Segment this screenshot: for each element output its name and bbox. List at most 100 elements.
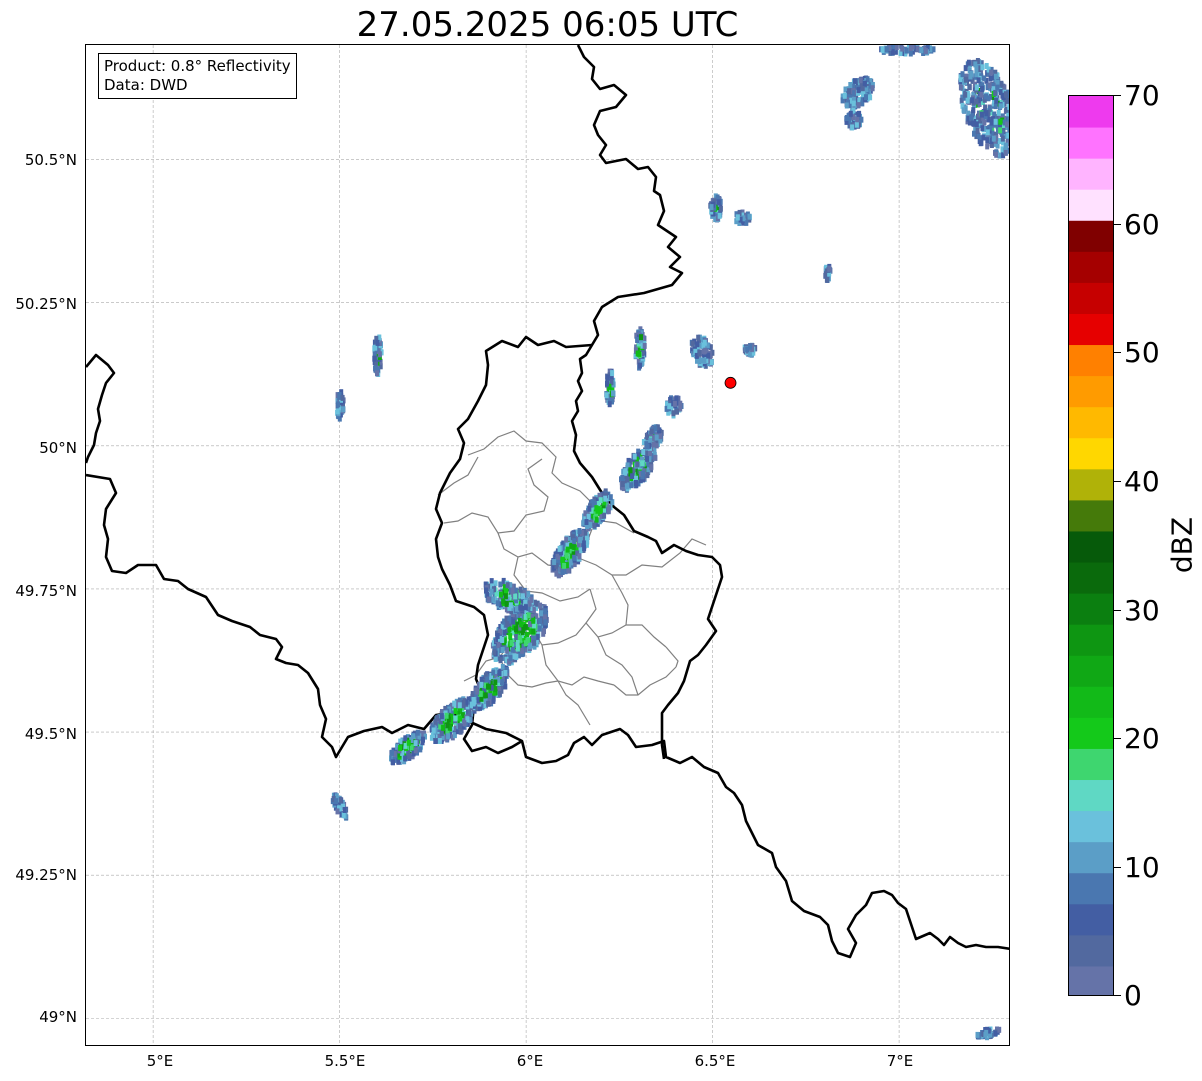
echo-cell: [640, 456, 645, 463]
colorbar-segment-4: [1069, 841, 1113, 874]
echo-cell: [908, 50, 913, 57]
echo-cell: [398, 745, 403, 752]
echo-cell: [574, 544, 579, 551]
echo-cell: [638, 477, 643, 483]
echo-cell: [639, 338, 644, 345]
echo-cell: [744, 219, 749, 226]
echo-cell: [373, 365, 378, 372]
echo-cell: [504, 606, 509, 613]
echo-cell: [518, 624, 523, 631]
echo-cell: [535, 624, 540, 631]
echo-cell: [571, 544, 576, 550]
colorbar-segment-6: [1069, 779, 1113, 812]
reflectivity-echoes: [330, 45, 1009, 1041]
echo-cell: [532, 639, 536, 646]
echo-cell: [485, 592, 490, 598]
echo-cell: [747, 351, 752, 358]
echo-cell: [498, 628, 503, 635]
echo-cell: [476, 697, 481, 704]
echo-cell: [446, 733, 451, 740]
echo-cell: [1004, 106, 1009, 113]
echo-cell: [400, 755, 405, 762]
echo-cell: [485, 676, 490, 683]
echo-cell: [493, 580, 498, 587]
echo-cell: [610, 386, 615, 393]
echo-cell: [375, 370, 379, 377]
echo-cell: [515, 640, 520, 646]
echo-cell: [854, 121, 859, 128]
echo-cell: [587, 505, 592, 512]
echo-cell: [985, 137, 990, 144]
echo-cell: [479, 695, 484, 702]
echo-cell: [486, 596, 491, 603]
echo-cell: [960, 102, 965, 109]
echo-cell: [532, 599, 537, 606]
echo-cell: [628, 467, 633, 474]
echo-cell: [653, 454, 658, 461]
echo-cell: [519, 621, 524, 628]
echo-cell: [975, 127, 980, 134]
echo-cell: [433, 738, 438, 744]
echo-cell: [640, 342, 645, 349]
echo-cell: [998, 118, 1003, 125]
echo-cell: [747, 213, 752, 220]
echo-cell: [496, 676, 501, 683]
echo-cell: [396, 757, 401, 764]
echo-cell: [702, 339, 707, 346]
echo-cell: [572, 554, 577, 561]
echo-cell: [851, 114, 856, 121]
echo-cell: [630, 473, 635, 479]
echo-cell: [333, 804, 338, 811]
echo-cell: [418, 746, 423, 753]
echo-cell: [462, 720, 467, 727]
echo-cell: [880, 46, 885, 53]
radar-map[interactable]: [85, 44, 1010, 1046]
echo-cell: [586, 510, 591, 516]
echo-cell: [531, 617, 536, 624]
map-title: 27.05.2025 06:05 UTC: [356, 5, 739, 45]
echo-cell: [560, 569, 565, 575]
echo-cell: [857, 121, 862, 128]
lat-label-50: 50°N: [39, 439, 77, 457]
echo-cell: [975, 1031, 980, 1038]
echo-cell: [964, 76, 968, 83]
echo-cell: [378, 363, 383, 370]
echo-cell: [552, 559, 557, 565]
colorbar-segment-10: [1069, 655, 1113, 687]
echo-cell: [514, 653, 519, 660]
echo-cell: [492, 649, 497, 656]
echo-cell: [604, 492, 608, 499]
echo-cell: [483, 581, 488, 588]
echo-cell: [649, 428, 654, 435]
echo-cell: [971, 107, 976, 114]
echo-cell: [541, 630, 546, 637]
echo-cell: [596, 497, 600, 504]
echo-cell: [633, 347, 638, 354]
echo-cell: [915, 45, 920, 52]
echo-cell: [973, 61, 978, 68]
echo-cell: [967, 84, 972, 91]
echo-cell: [995, 142, 1000, 149]
echo-cell: [498, 635, 502, 642]
echo-cell: [389, 749, 394, 756]
echo-cell: [392, 750, 397, 757]
echo-cell: [460, 702, 465, 709]
echo-cell: [523, 640, 528, 647]
echo-cell: [539, 610, 544, 617]
echo-cell: [602, 508, 606, 515]
echo-cell: [571, 551, 576, 558]
echo-cell: [579, 529, 584, 536]
echo-cell: [557, 545, 562, 552]
echo-cell: [377, 340, 382, 347]
echo-cell: [491, 669, 496, 676]
colorbar-label-0: 0: [1124, 979, 1142, 1012]
echo-cell: [493, 686, 498, 693]
echo-cell: [965, 79, 969, 86]
echo-cell: [690, 340, 695, 347]
echo-cell: [455, 703, 460, 710]
echo-cell: [556, 553, 561, 560]
echo-cell: [591, 511, 596, 518]
echo-cell: [508, 655, 513, 662]
echo-cell: [542, 614, 547, 621]
echo-cell: [538, 602, 543, 609]
